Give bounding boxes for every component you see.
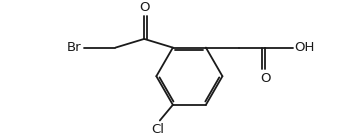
Text: Cl: Cl xyxy=(152,123,164,136)
Text: OH: OH xyxy=(294,41,315,54)
Text: O: O xyxy=(139,1,149,14)
Text: Br: Br xyxy=(67,41,82,54)
Text: O: O xyxy=(260,72,270,85)
